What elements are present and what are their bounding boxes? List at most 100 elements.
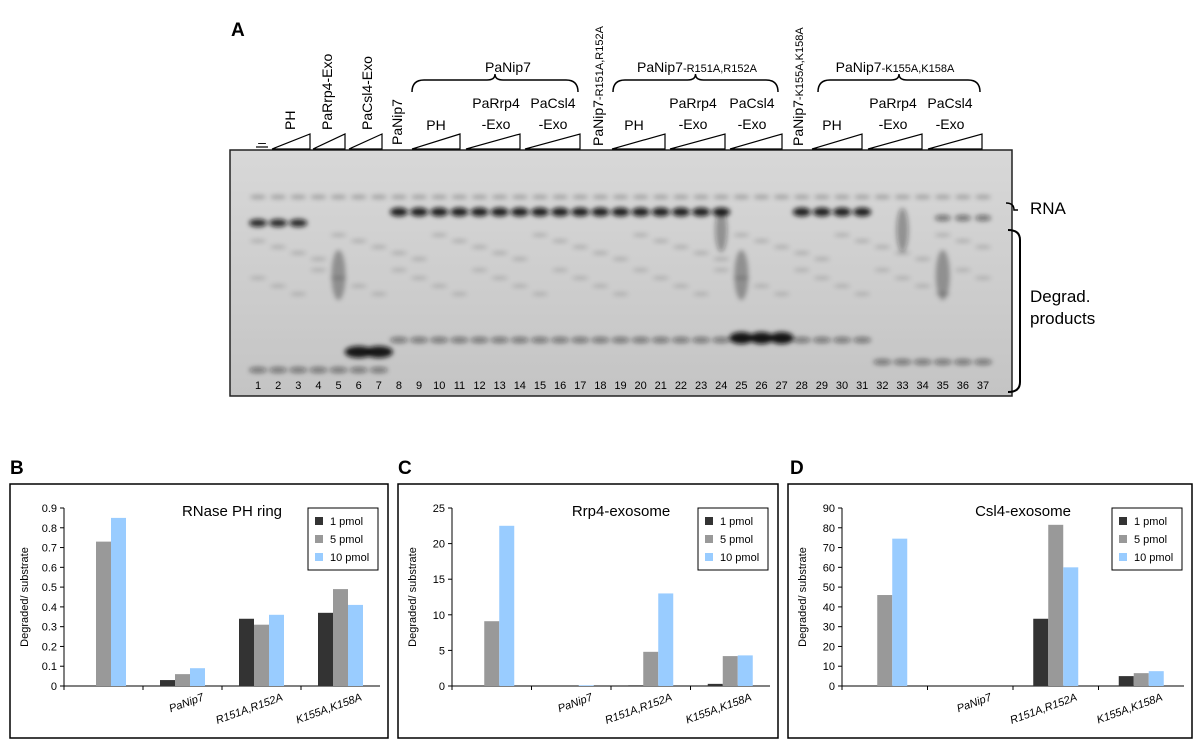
- band: [450, 207, 469, 217]
- band: [874, 245, 891, 249]
- legend-label: 1 pmol: [720, 516, 753, 528]
- band: [813, 257, 830, 261]
- band: [812, 337, 831, 343]
- y-tick-label: 10: [433, 610, 445, 622]
- band: [713, 268, 730, 272]
- band: [249, 219, 267, 227]
- band: [954, 215, 971, 221]
- band: [592, 284, 609, 288]
- lane-label: –: [258, 134, 266, 150]
- y-tick-label: 70: [823, 543, 835, 555]
- band: [349, 367, 368, 373]
- y-tick-label: 30: [823, 622, 835, 634]
- band: [344, 346, 373, 358]
- y-tick-label: 0.8: [42, 523, 57, 535]
- concentration-wedge: [729, 133, 783, 150]
- band: [975, 215, 992, 221]
- group-label-part: -K155A,K158A: [882, 63, 955, 75]
- lane-label-name: PaNip7: [590, 100, 606, 146]
- concentration-wedge: [611, 133, 666, 150]
- bar: [254, 624, 269, 686]
- bar: [348, 604, 363, 686]
- band: [411, 257, 428, 261]
- band: [510, 337, 529, 343]
- bar: [643, 651, 659, 686]
- band: [854, 292, 871, 296]
- lane-number: 22: [675, 380, 687, 392]
- band: [310, 268, 327, 272]
- band: [671, 207, 690, 217]
- sublabel: PaCsl4: [729, 95, 774, 111]
- band: [935, 250, 950, 300]
- band: [652, 276, 669, 280]
- lane-number: 10: [433, 380, 445, 392]
- rna-bracket: [1005, 202, 1018, 211]
- band: [854, 195, 871, 199]
- band: [612, 292, 629, 296]
- y-tick-label: 80: [823, 523, 835, 535]
- band: [350, 239, 367, 243]
- y-tick-label: 0.2: [42, 641, 57, 653]
- band: [350, 195, 367, 199]
- band: [249, 367, 267, 373]
- y-tick-label: 10: [823, 661, 835, 673]
- band: [651, 207, 670, 217]
- band: [370, 245, 387, 249]
- legend-swatch: [315, 535, 323, 543]
- lane-label: PaCsl4-Exo: [359, 56, 375, 130]
- band: [632, 233, 649, 237]
- sublabel: -Exo: [936, 116, 965, 132]
- lane-number: 31: [856, 380, 868, 392]
- concentration-wedge: [411, 133, 461, 150]
- y-axis-label: Degraded/ substrate: [797, 547, 809, 647]
- concentration-wedge: [312, 133, 346, 150]
- band: [389, 207, 408, 217]
- sublabel: -Exo: [539, 116, 568, 132]
- lane-number: 6: [356, 380, 362, 392]
- band-label: products: [1030, 309, 1095, 328]
- concentration-wedge: [524, 133, 581, 150]
- band: [290, 251, 307, 255]
- lane-label: PH: [282, 111, 298, 130]
- band: [672, 195, 689, 199]
- band: [834, 233, 851, 237]
- chart-title: Csl4-exosome: [975, 503, 1071, 520]
- bar: [499, 525, 515, 686]
- band: [390, 195, 407, 199]
- lane-number: 7: [376, 380, 382, 392]
- band: [652, 195, 669, 199]
- legend-label: 1 pmol: [330, 516, 363, 528]
- group-brace: [817, 73, 981, 93]
- band: [592, 251, 609, 255]
- band: [290, 292, 307, 296]
- gel: [229, 149, 1013, 397]
- bar: [1148, 671, 1164, 686]
- band: [753, 239, 770, 243]
- lane-label: PaRrp4-Exo: [319, 54, 335, 130]
- sublabel: PaCsl4: [927, 95, 972, 111]
- band: [793, 251, 810, 255]
- band: [873, 359, 892, 365]
- band: [715, 208, 728, 252]
- band: [773, 195, 790, 199]
- legend-label: 10 pmol: [1134, 552, 1173, 564]
- y-tick-label: 0.3: [42, 622, 57, 634]
- band: [793, 195, 810, 199]
- band: [734, 250, 749, 300]
- legend-swatch: [1119, 535, 1127, 543]
- band: [270, 245, 287, 249]
- bar: [892, 538, 908, 686]
- bar: [269, 614, 284, 686]
- panel-label: D: [790, 458, 804, 479]
- lane-label: PaNip7-R151A,R152A: [590, 25, 606, 146]
- band: [289, 367, 308, 373]
- band: [894, 276, 911, 280]
- band: [894, 251, 911, 255]
- band: [451, 195, 468, 199]
- band: [471, 245, 488, 249]
- band: [572, 276, 589, 280]
- band: [411, 195, 428, 199]
- sublabel: PH: [426, 117, 445, 133]
- lane-number: 36: [957, 380, 969, 392]
- lane-number: 9: [416, 380, 422, 392]
